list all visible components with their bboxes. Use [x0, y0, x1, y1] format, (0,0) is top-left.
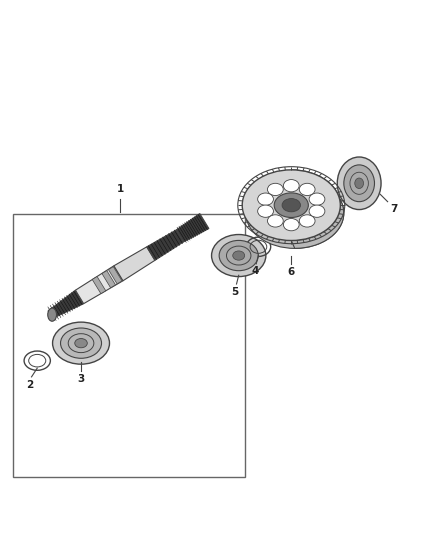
Ellipse shape — [75, 338, 87, 348]
Polygon shape — [92, 277, 106, 294]
Text: 6: 6 — [288, 267, 295, 277]
Polygon shape — [147, 230, 184, 260]
Ellipse shape — [274, 193, 308, 217]
Ellipse shape — [309, 205, 325, 217]
Ellipse shape — [282, 199, 300, 212]
Ellipse shape — [233, 251, 245, 260]
Ellipse shape — [355, 178, 364, 189]
Ellipse shape — [242, 170, 340, 240]
Polygon shape — [102, 271, 116, 288]
Ellipse shape — [299, 183, 315, 196]
Polygon shape — [48, 290, 84, 318]
Ellipse shape — [60, 328, 102, 358]
Ellipse shape — [258, 205, 273, 217]
Ellipse shape — [268, 215, 283, 227]
Ellipse shape — [53, 322, 110, 364]
Polygon shape — [75, 266, 123, 304]
Ellipse shape — [283, 180, 299, 192]
Bar — [13, 214, 245, 477]
Ellipse shape — [299, 215, 315, 227]
Ellipse shape — [212, 235, 266, 277]
Ellipse shape — [309, 193, 325, 205]
Polygon shape — [177, 214, 209, 242]
Ellipse shape — [246, 177, 344, 248]
Polygon shape — [109, 266, 122, 284]
Ellipse shape — [219, 240, 258, 271]
Text: 1: 1 — [117, 184, 124, 194]
Ellipse shape — [283, 219, 299, 231]
Ellipse shape — [258, 193, 273, 205]
Text: 3: 3 — [78, 374, 85, 384]
Text: 5: 5 — [232, 287, 239, 297]
Ellipse shape — [344, 165, 374, 201]
Polygon shape — [291, 170, 344, 248]
Text: 7: 7 — [390, 204, 397, 214]
Polygon shape — [114, 247, 155, 281]
Ellipse shape — [337, 157, 381, 209]
Text: 4: 4 — [251, 266, 258, 277]
Text: 2: 2 — [26, 379, 33, 390]
Ellipse shape — [48, 308, 57, 321]
Ellipse shape — [268, 183, 283, 196]
